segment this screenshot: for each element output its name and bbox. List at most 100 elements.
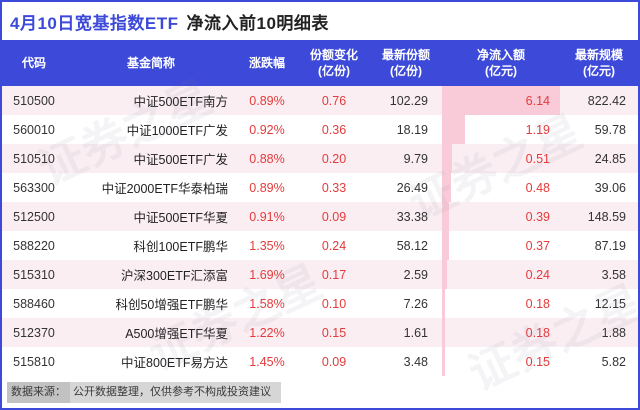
scale-cell: 1.88 — [601, 325, 626, 340]
code-cell: 588460 — [13, 296, 55, 311]
change-cell: 1.69% — [249, 267, 285, 282]
change-cell: 0.91% — [249, 209, 285, 224]
change-cell: 1.35% — [249, 238, 285, 253]
fund-name-cell: 沪深300ETF汇添富 — [121, 269, 228, 283]
share-change-cell: 0.36 — [321, 122, 347, 137]
code-cell: 510500 — [13, 93, 55, 108]
code-cell: 510510 — [13, 151, 55, 166]
net-inflow-cell: 1.19 — [442, 115, 560, 144]
change-cell: 1.58% — [249, 296, 285, 311]
inflow-bar — [442, 202, 450, 231]
table-row: 510500 中证500ETF南方 0.89% 0.76 102.29 6.14 822.4… — [2, 86, 638, 115]
latest-share-cell: 3.48 — [403, 354, 428, 369]
share-change-cell: 0.76 — [321, 93, 347, 108]
fund-name-cell: 中证2000ETF华泰柏瑞 — [101, 182, 228, 196]
latest-share-cell: 26.49 — [396, 180, 428, 195]
fund-name-cell: 科创100ETF鹏华 — [133, 240, 228, 254]
share-change-cell: 0.17 — [321, 267, 347, 282]
table-row: 563300 中证2000ETF华泰柏瑞 0.89% 0.33 26.49 0.48 39.… — [2, 173, 638, 202]
net-inflow-cell: 0.18 — [442, 289, 560, 318]
net-inflow-value: 0.51 — [525, 151, 550, 166]
code-cell: 512500 — [13, 209, 55, 224]
share-change-cell: 0.10 — [321, 296, 347, 311]
net-inflow-cell: 6.14 — [442, 86, 560, 115]
inflow-bar — [442, 347, 445, 376]
share-change-cell: 0.20 — [321, 151, 347, 166]
scale-cell: 12.15 — [594, 296, 626, 311]
change-cell: 0.92% — [249, 122, 285, 137]
net-inflow-cell: 0.51 — [442, 144, 560, 173]
etf-flow-table: 代码 基金简称 涨跌幅 份额变化 (亿份) 最新份额 (亿份) 净流入额 (亿元) 最新规模 (亿元… — [2, 40, 638, 376]
latest-share-cell: 2.59 — [403, 267, 428, 282]
footer-note: 数据来源： 公开数据整理，仅供参考不构成投资建议 — [7, 382, 281, 403]
table-body: 510500 中证500ETF南方 0.89% 0.76 102.29 6.14 822.4… — [2, 86, 638, 376]
net-inflow-value: 0.15 — [525, 354, 550, 369]
table-row: 515810 中证800ETF易方达 1.45% 0.09 3.48 0.15 5.82 — [2, 347, 638, 376]
share-change-cell: 0.15 — [321, 325, 347, 340]
scale-cell: 39.06 — [594, 180, 626, 195]
change-cell: 0.89% — [249, 180, 285, 195]
latest-share-cell: 1.61 — [403, 325, 428, 340]
share-change-cell: 0.09 — [321, 354, 347, 369]
scale-cell: 24.85 — [594, 151, 626, 166]
inflow-bar — [442, 289, 446, 318]
net-inflow-cell: 0.48 — [442, 173, 560, 202]
latest-share-cell: 33.38 — [396, 209, 428, 224]
change-cell: 0.89% — [249, 93, 285, 108]
code-cell: 515810 — [13, 354, 55, 369]
fund-name-cell: 中证500ETF广发 — [133, 153, 228, 167]
scale-cell: 87.19 — [594, 238, 626, 253]
data-source-label: 数据来源： — [7, 382, 70, 403]
inflow-bar — [442, 86, 560, 115]
title-date-part: 4月10日宽基指数ETF — [10, 14, 179, 33]
code-cell: 512370 — [13, 325, 55, 340]
header-row: 代码 基金简称 涨跌幅 份额变化 (亿份) 最新份额 (亿份) 净流入额 (亿元) 最新规模 (亿元… — [2, 40, 638, 86]
table-row: 510510 中证500ETF广发 0.88% 0.20 9.79 0.51 24.85 — [2, 144, 638, 173]
net-inflow-value: 6.14 — [525, 93, 550, 108]
share-change-cell: 0.33 — [321, 180, 347, 195]
latest-share-cell: 18.19 — [396, 122, 428, 137]
inflow-bar — [442, 260, 447, 289]
table-row: 512370 A500增强ETF华夏 1.22% 0.15 1.61 0.18 1.88 — [2, 318, 638, 347]
change-cell: 1.45% — [249, 354, 285, 369]
net-inflow-value: 0.39 — [525, 209, 550, 224]
inflow-bar — [442, 231, 450, 260]
share-change-cell: 0.24 — [321, 238, 347, 253]
net-inflow-value: 0.18 — [525, 325, 550, 340]
net-inflow-cell: 0.39 — [442, 202, 560, 231]
latest-share-cell: 102.29 — [389, 93, 428, 108]
inflow-bar — [442, 173, 452, 202]
table-row: 588460 科创50增强ETF鹏华 1.58% 0.10 7.26 0.18 12.15 — [2, 289, 638, 318]
title-main-part: 净流入前10明细表 — [186, 14, 329, 33]
scale-cell: 3.58 — [601, 267, 626, 282]
disclaimer-text: 公开数据整理，仅供参考不构成投资建议 — [73, 386, 271, 398]
net-inflow-value: 0.37 — [525, 238, 550, 253]
net-inflow-cell: 0.15 — [442, 347, 560, 376]
net-inflow-value: 0.18 — [525, 296, 550, 311]
col-header-latest-share: 最新份额 (亿份) — [370, 40, 442, 86]
net-inflow-cell: 0.18 — [442, 318, 560, 347]
table-row: 588220 科创100ETF鹏华 1.35% 0.24 58.12 0.37 87.19 — [2, 231, 638, 260]
inflow-bar — [442, 115, 465, 144]
table-row: 515310 沪深300ETF汇添富 1.69% 0.17 2.59 0.24 3.58 — [2, 260, 638, 289]
fund-name-cell: A500增强ETF华夏 — [125, 327, 228, 341]
inflow-bar — [442, 318, 446, 347]
fund-name-cell: 中证500ETF南方 — [133, 95, 228, 109]
fund-name-cell: 科创50增强ETF鹏华 — [115, 298, 228, 312]
change-cell: 0.88% — [249, 151, 285, 166]
change-cell: 1.22% — [249, 325, 285, 340]
fund-name-cell: 中证500ETF华夏 — [133, 211, 228, 225]
col-header-scale: 最新规模 (亿元) — [560, 40, 638, 86]
col-header-net-inflow: 净流入额 (亿元) — [442, 40, 560, 86]
scale-cell: 59.78 — [594, 122, 626, 137]
inflow-bar — [442, 144, 452, 173]
latest-share-cell: 58.12 — [396, 238, 428, 253]
share-change-cell: 0.09 — [321, 209, 347, 224]
col-header-code: 代码 — [2, 40, 66, 86]
scale-cell: 148.59 — [587, 209, 626, 224]
code-cell: 563300 — [13, 180, 55, 195]
scale-cell: 822.42 — [587, 93, 626, 108]
latest-share-cell: 7.26 — [403, 296, 428, 311]
net-inflow-value: 0.48 — [525, 180, 550, 195]
